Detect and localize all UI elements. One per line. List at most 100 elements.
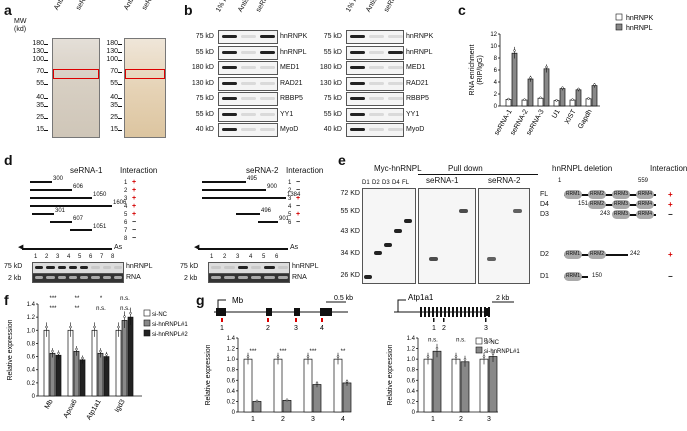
lane-number: 5 <box>262 254 266 260</box>
blot-band <box>388 35 403 38</box>
gel-a1-lane-antisense: Antisense <box>53 0 75 12</box>
fragment-number: 2 <box>288 188 292 194</box>
fragment-number: 2 <box>124 188 128 194</box>
bar <box>55 354 62 397</box>
mw-marker: 180 <box>106 40 118 47</box>
blot-band <box>260 81 275 85</box>
blot-band <box>369 35 384 38</box>
blot-strip-left <box>218 76 278 91</box>
bar <box>49 352 56 397</box>
blot-strip-left <box>218 92 278 106</box>
e-row-boundary: 150 <box>592 273 603 279</box>
bar <box>488 356 498 413</box>
fragment-end: 496 <box>261 208 272 214</box>
data-point <box>306 355 310 358</box>
bar <box>432 350 442 413</box>
mw-tick <box>44 130 48 131</box>
blot-label: hnRNPL <box>292 263 319 270</box>
fragment-number: 7 <box>124 228 128 234</box>
x-tick-label: U1 <box>551 108 562 119</box>
pulldown-band <box>264 266 275 269</box>
y-tick-label: 0.2 <box>27 381 36 387</box>
rna-band <box>68 276 77 279</box>
blot-band <box>350 97 365 100</box>
antisense-label: As <box>290 244 299 251</box>
legend-label: hnRNPL <box>626 25 653 32</box>
pulldown-band <box>102 266 111 269</box>
blot-protein-right: RAD21 <box>406 79 429 87</box>
y-tick-label: 0.6 <box>27 355 36 361</box>
d-title: seRNA-2 <box>246 166 279 175</box>
blot-band <box>388 112 403 116</box>
lane-number: 1 <box>34 254 38 260</box>
panel-e-label: e <box>338 152 346 168</box>
blot-band <box>388 66 403 69</box>
e-interaction-mark: + <box>668 250 673 259</box>
data-point <box>593 83 596 86</box>
data-point <box>463 358 467 361</box>
rna-band <box>80 276 89 279</box>
e-kd-marker: 43 KD <box>340 228 360 235</box>
significance: ** <box>341 349 346 355</box>
bar <box>333 358 343 413</box>
fragment-line <box>202 189 266 191</box>
mw-marker: 35 <box>36 102 44 109</box>
gel-kb: 2 kb <box>184 275 198 282</box>
primer-site <box>321 318 323 322</box>
fragment-number: 4 <box>124 204 128 210</box>
blot-band <box>388 128 403 131</box>
fragment-line <box>32 213 54 215</box>
blot-kd-left: 40 kD <box>195 126 214 133</box>
lane-number: 3 <box>236 254 240 260</box>
lane-number: 8 <box>111 254 115 260</box>
e-interaction-mark: − <box>668 272 673 281</box>
rrm-domain: RRM3 <box>612 200 630 209</box>
mw-marker: 15 <box>110 126 118 133</box>
blot-band <box>260 128 275 131</box>
x-tick-label: 4 <box>341 416 345 423</box>
antisense-line <box>22 248 112 250</box>
e-row-name: D3 <box>540 211 549 218</box>
blot-kd-right: 55 kD <box>323 48 342 56</box>
interaction-mark: + <box>132 195 137 202</box>
legend-swatch <box>143 309 151 317</box>
primer-site-label: 2 <box>442 325 446 332</box>
fragment-end: 495 <box>247 176 258 182</box>
x-tick-label: 2 <box>459 416 463 423</box>
bar <box>121 320 128 397</box>
lane-number: 1 <box>210 254 214 260</box>
x-tick-label: XIST <box>564 108 578 126</box>
mw-marker: 55 <box>110 80 118 87</box>
y-tick-label: 0.8 <box>227 368 236 374</box>
fragment-number: 6 <box>124 220 128 226</box>
blot-protein-left: MyoD <box>280 126 299 133</box>
silver-stain-gel-2 <box>124 38 166 138</box>
primer-site <box>443 318 445 322</box>
data-point <box>123 315 126 318</box>
interaction-mark: − <box>296 179 301 186</box>
blot-kd-left: 180 kD <box>191 64 214 71</box>
primer-site-label: 4 <box>320 325 324 332</box>
mw-marker: 70 <box>110 68 118 75</box>
blot-protein-right: MED1 <box>406 64 426 71</box>
blot-band <box>222 97 237 100</box>
rrm-domain: RRM1 <box>564 190 582 199</box>
blot-band <box>369 50 384 54</box>
e-pulldown-header: Pull down <box>448 164 483 173</box>
blot-kd-left: 55 kD <box>195 48 214 56</box>
fragment-line <box>236 213 260 215</box>
data-point <box>246 355 250 358</box>
e-lane-label: FL <box>402 180 410 186</box>
pulldown-band <box>68 266 77 269</box>
e-deletion-header: hnRNPL deletion <box>552 164 613 173</box>
pulldown-band <box>251 266 262 269</box>
data-point <box>491 352 495 355</box>
y-tick-label: 0.2 <box>407 399 416 405</box>
gel-a2-lane-serna2: seRNA-2 <box>141 0 162 12</box>
interaction-mark: − <box>296 187 301 194</box>
bar <box>451 358 461 413</box>
blot-strip-right <box>346 92 404 106</box>
exon <box>486 308 489 316</box>
significance: n.s. <box>428 338 438 344</box>
data-point <box>285 398 289 402</box>
